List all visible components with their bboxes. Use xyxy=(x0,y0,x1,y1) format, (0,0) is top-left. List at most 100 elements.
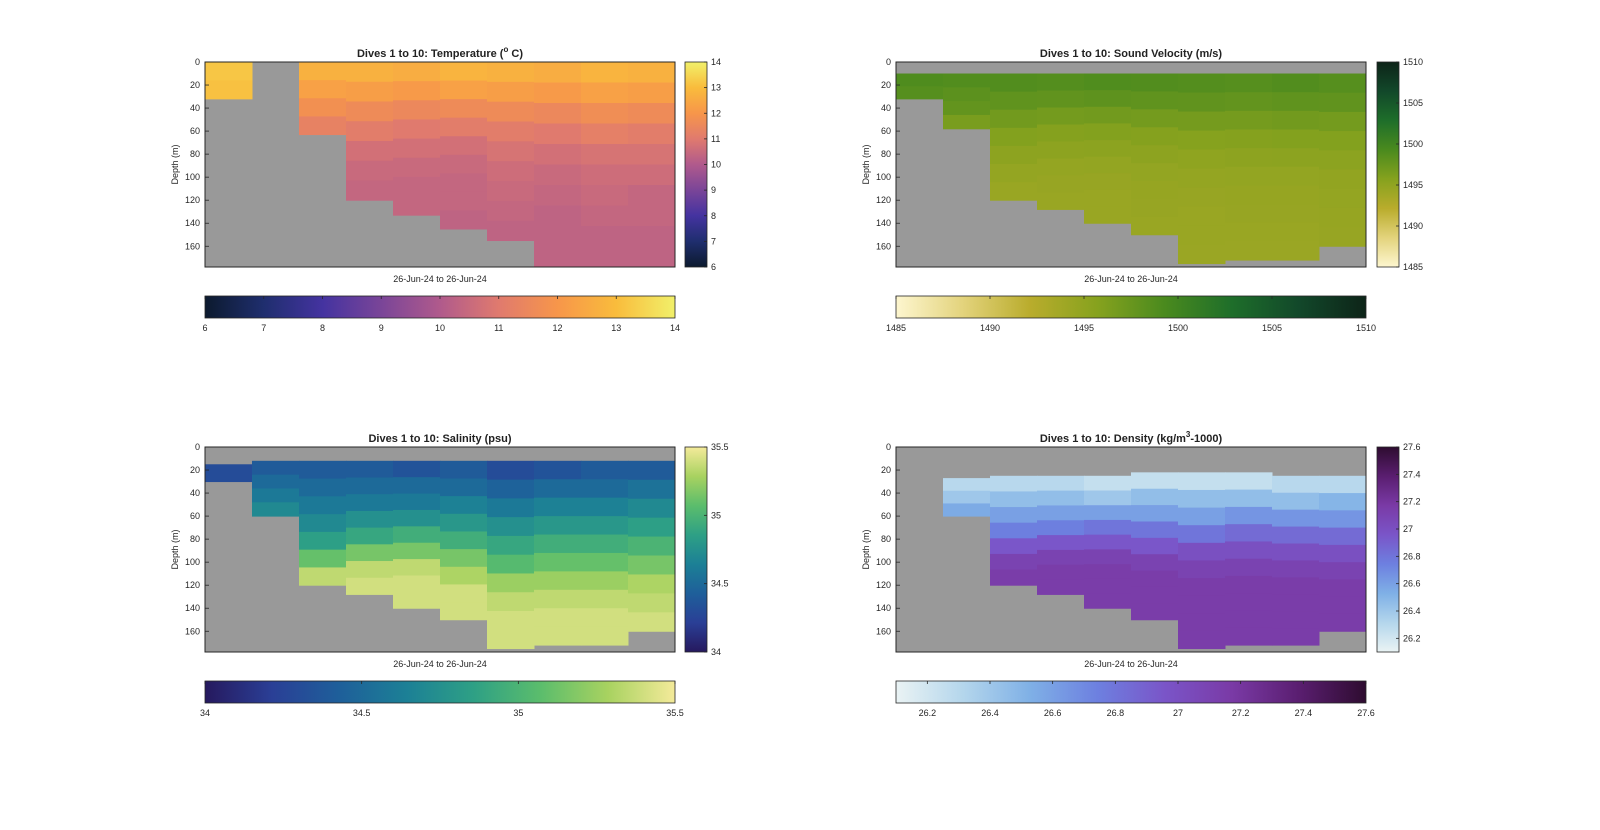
data-cell xyxy=(581,589,629,609)
data-cell xyxy=(1084,549,1132,565)
data-cell xyxy=(1178,560,1226,579)
y-tick-label: 160 xyxy=(185,626,200,636)
colorbar-tick-label: 26.6 xyxy=(1044,708,1062,718)
data-cell xyxy=(1131,603,1179,621)
data-cell xyxy=(393,119,441,140)
data-cell xyxy=(534,460,582,480)
chart-title: Dives 1 to 10: Density (kg/m3-1000) xyxy=(1040,430,1223,445)
y-tick-label: 0 xyxy=(195,442,200,452)
data-cell xyxy=(1037,175,1085,193)
data-cell xyxy=(1037,535,1085,551)
data-cell xyxy=(299,514,347,533)
panel-salinity: 0 20 40 60 80 100 120 140 160 Depth (m) 26-Jun-24 … xyxy=(170,433,729,718)
colorbar-tick-label: 11 xyxy=(711,134,720,144)
data-cell xyxy=(1225,524,1273,542)
data-cell xyxy=(1084,505,1132,521)
y-tick-label: 100 xyxy=(876,172,891,182)
y-tick-label: 140 xyxy=(876,218,891,228)
chart-title: Dives 1 to 10: Salinity (psu) xyxy=(368,433,511,445)
data-cell xyxy=(534,185,582,206)
data-cell xyxy=(581,516,629,536)
data-cell xyxy=(628,123,676,145)
data-cell xyxy=(346,494,394,512)
data-cell xyxy=(393,157,441,178)
colorbar-tick-label: 9 xyxy=(379,323,384,333)
data-cell xyxy=(1131,163,1179,182)
colorbar-tick-label: 14 xyxy=(711,57,721,67)
colorbar-tick-label: 1505 xyxy=(1262,323,1282,333)
data-cell xyxy=(393,591,441,609)
colorbar-tick-label: 1505 xyxy=(1403,98,1423,108)
colorbar-tick-label: 27.4 xyxy=(1403,469,1421,479)
data-cell xyxy=(487,611,535,631)
data-cell xyxy=(1178,525,1226,544)
data-cell xyxy=(1037,90,1085,108)
data-cell xyxy=(1131,472,1179,490)
data-cell xyxy=(1272,475,1320,494)
data-cell xyxy=(1084,140,1132,158)
data-cell xyxy=(1272,594,1320,612)
data-cell xyxy=(1131,181,1179,200)
panel-sound_velocity: 0 20 40 60 80 100 120 140 160 Depth (m) 26-Jun-24 … xyxy=(861,48,1423,333)
data-cell xyxy=(1178,149,1226,170)
data-cell xyxy=(1084,173,1132,191)
data-cell xyxy=(487,535,535,556)
data-cell xyxy=(1178,472,1226,491)
y-axis-label: Depth (m) xyxy=(861,529,871,569)
data-cell xyxy=(534,144,582,165)
y-tick-label: 0 xyxy=(195,57,200,67)
colorbar-tick-label: 26.8 xyxy=(1403,551,1421,561)
data-cell xyxy=(1178,578,1226,597)
data-cell xyxy=(1131,570,1179,588)
data-cell xyxy=(1319,510,1367,529)
axes-frame xyxy=(204,61,676,268)
data-cell xyxy=(252,502,300,517)
data-cell xyxy=(205,80,253,100)
data-cell xyxy=(252,488,300,503)
y-tick-label: 0 xyxy=(886,442,891,452)
data-cell xyxy=(943,503,991,517)
y-tick-label: 60 xyxy=(881,126,891,136)
colorbar-tick-label: 12 xyxy=(552,323,562,333)
data-cell xyxy=(393,138,441,159)
colorbar-tick-label: 35 xyxy=(711,510,721,520)
data-cell xyxy=(440,566,488,585)
data-cell xyxy=(1084,206,1132,224)
colorbar-tick-label: 13 xyxy=(611,323,621,333)
data-cell xyxy=(1037,579,1085,595)
data-cell xyxy=(628,574,676,594)
data-cell xyxy=(1272,222,1320,242)
data-cell xyxy=(487,498,535,518)
y-tick-label: 20 xyxy=(881,465,891,475)
data-cell xyxy=(534,164,582,186)
data-cell xyxy=(1319,92,1367,113)
data-cell xyxy=(1225,489,1273,508)
y-tick-label: 120 xyxy=(185,580,200,590)
data-cell xyxy=(393,62,441,82)
data-cell xyxy=(487,460,535,481)
data-cell xyxy=(628,479,676,500)
colorbar-tick-label: 8 xyxy=(711,211,716,221)
data-cell xyxy=(487,220,535,242)
data-cell xyxy=(534,552,582,572)
y-tick-label: 160 xyxy=(876,626,891,636)
data-cell xyxy=(1225,610,1273,629)
data-cell xyxy=(487,200,535,222)
data-cell xyxy=(299,116,347,136)
data-cell xyxy=(581,479,629,499)
data-cell xyxy=(1084,578,1132,595)
axes-frame xyxy=(204,446,676,653)
y-tick-label: 60 xyxy=(190,511,200,521)
data-cell xyxy=(440,584,488,603)
data-cell xyxy=(1225,558,1273,577)
data-cell xyxy=(440,62,488,82)
data-cell xyxy=(299,98,347,117)
data-cell xyxy=(581,123,629,145)
data-cell xyxy=(299,549,347,568)
data-cell xyxy=(1131,537,1179,555)
data-cell xyxy=(299,460,347,480)
data-cell xyxy=(1319,493,1367,511)
colorbar-tick-label: 26.8 xyxy=(1107,708,1125,718)
colorbar-tick-label: 34 xyxy=(200,708,210,718)
data-cell xyxy=(990,164,1038,183)
